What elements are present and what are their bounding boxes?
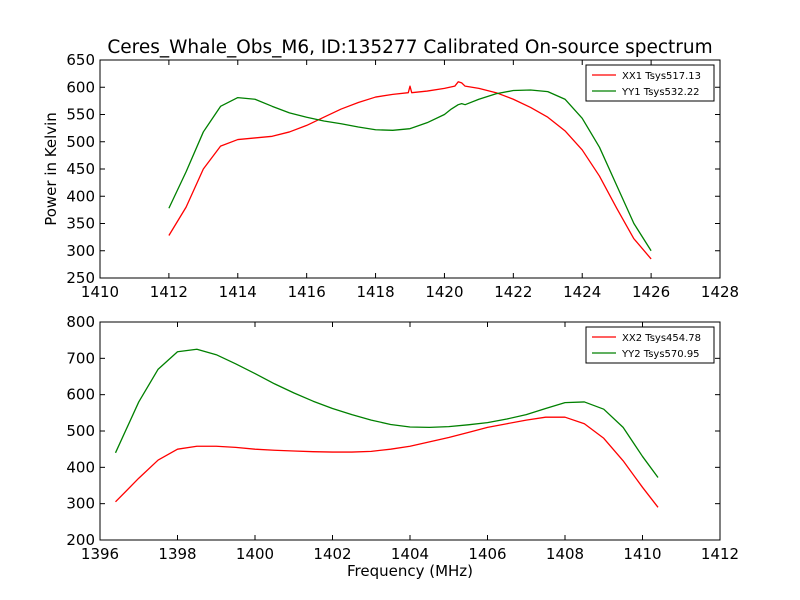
legend-label: YY1 Tsys532.22 xyxy=(621,87,700,98)
y-tick-label: 200 xyxy=(66,531,95,549)
y-axis-title: Power in Kelvin xyxy=(42,112,60,226)
legend-label: XX1 Tsys517.13 xyxy=(622,71,701,82)
x-tick-label: 1412 xyxy=(701,545,739,563)
x-tick-label: 1422 xyxy=(494,283,532,301)
legend-box xyxy=(585,64,715,102)
series-line-xx2 xyxy=(115,416,659,508)
series-line-yy1 xyxy=(168,89,652,252)
x-tick-label: 1424 xyxy=(563,283,601,301)
legend: XX2 Tsys454.78 YY2 Tsys570.95 xyxy=(585,326,715,364)
x-tick-label: 1410 xyxy=(623,545,661,563)
x-tick-label: 1396 xyxy=(81,545,119,563)
top-spectrum-panel: 1410 1412 1414 1416 1418 1420 1422 1424 1426 1428… xyxy=(42,51,739,301)
y-tick-label: 450 xyxy=(66,160,95,178)
x-axis-title: Frequency (MHz) xyxy=(347,562,473,580)
x-tick-label: 1410 xyxy=(81,283,119,301)
y-tick-label: 650 xyxy=(66,51,95,69)
x-tick-label: 1420 xyxy=(425,283,463,301)
x-tick-label: 1426 xyxy=(632,283,670,301)
y-tick-label: 700 xyxy=(66,349,95,367)
y-tick-label: 550 xyxy=(66,106,95,124)
x-tick-label: 1402 xyxy=(313,545,351,563)
x-tick-label: 1406 xyxy=(468,545,506,563)
legend-label: XX2 Tsys454.78 xyxy=(622,333,701,344)
series-line-xx1 xyxy=(168,81,652,260)
y-tick-label: 400 xyxy=(66,187,95,205)
x-tick-label: 1412 xyxy=(150,283,188,301)
bottom-spectrum-panel: 1396 1398 1400 1402 1404 1406 1408 1410 1412 200 3… xyxy=(66,313,739,580)
y-tick-label: 300 xyxy=(66,495,95,513)
legend-label: YY2 Tsys570.95 xyxy=(621,349,700,360)
y-tick-label: 600 xyxy=(66,78,95,96)
y-tick-label: 300 xyxy=(66,242,95,260)
y-tick-label: 250 xyxy=(66,269,95,287)
x-tick-label: 1408 xyxy=(546,545,584,563)
legend-box xyxy=(585,326,715,364)
y-tick-label: 500 xyxy=(66,133,95,151)
legend: XX1 Tsys517.13 YY1 Tsys532.22 xyxy=(585,64,715,102)
y-tick-label: 350 xyxy=(66,215,95,233)
x-tick-label: 1418 xyxy=(356,283,394,301)
x-tick-label: 1416 xyxy=(288,283,326,301)
x-tick-label: 1400 xyxy=(236,545,274,563)
chart-title: Ceres_Whale_Obs_M6, ID:135277 Calibrated… xyxy=(107,37,712,58)
series-line-yy2 xyxy=(114,348,659,478)
x-tick-label: 1404 xyxy=(391,545,429,563)
y-tick-label: 500 xyxy=(66,422,95,440)
y-tick-label: 800 xyxy=(66,313,95,331)
x-tick-label: 1428 xyxy=(701,283,739,301)
y-tick-label: 600 xyxy=(66,386,95,404)
x-tick-label: 1414 xyxy=(219,283,257,301)
y-tick-label: 400 xyxy=(66,458,95,476)
x-tick-label: 1398 xyxy=(158,545,196,563)
